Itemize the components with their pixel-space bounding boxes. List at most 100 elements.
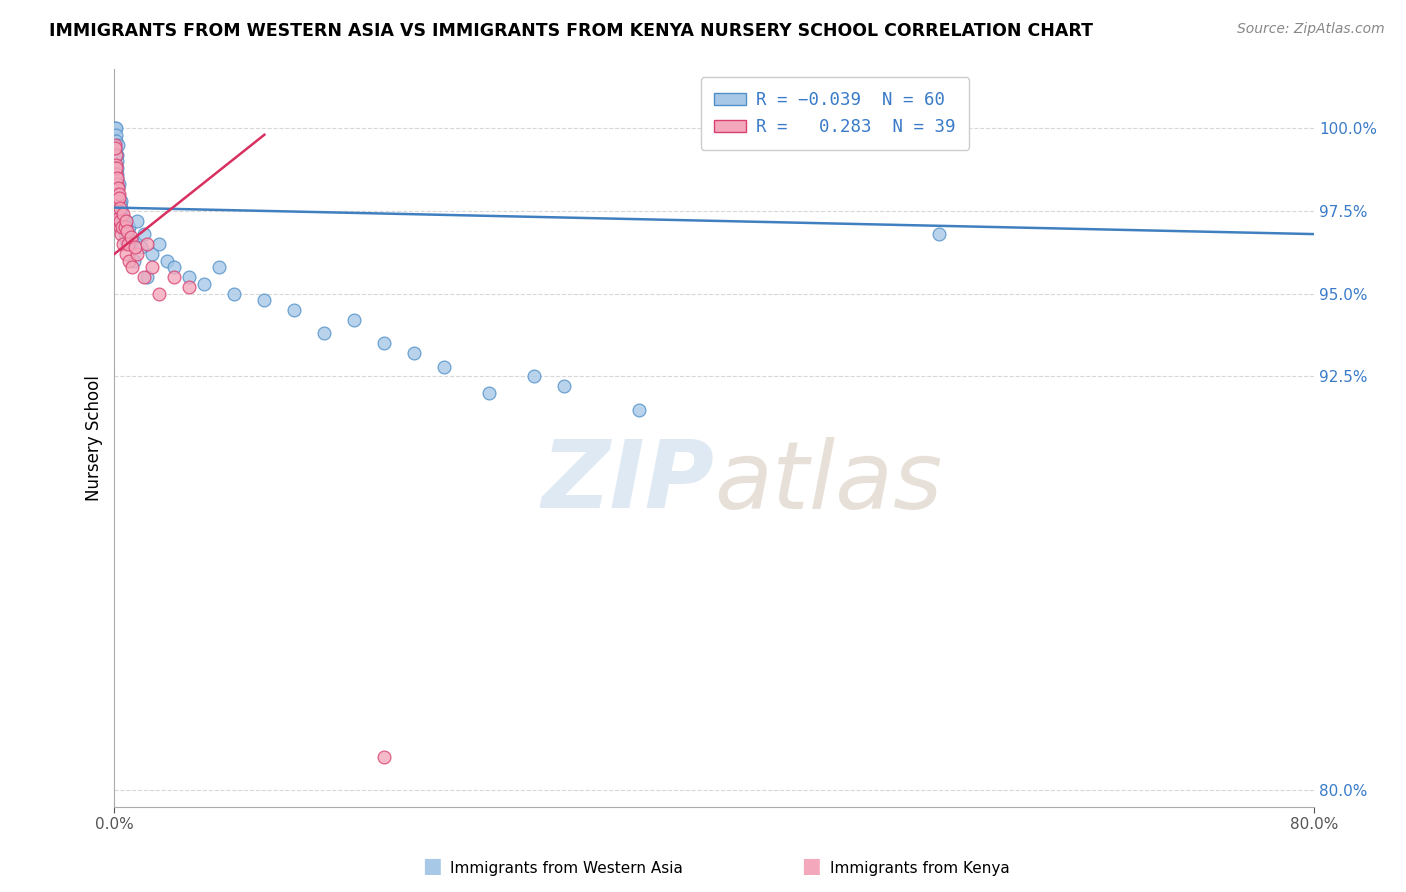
Text: Source: ZipAtlas.com: Source: ZipAtlas.com bbox=[1237, 22, 1385, 37]
Point bbox=[208, 260, 231, 275]
Point bbox=[108, 194, 131, 208]
Point bbox=[148, 237, 170, 252]
Point bbox=[110, 214, 132, 228]
Point bbox=[110, 194, 132, 208]
Point bbox=[105, 178, 128, 192]
Point bbox=[124, 240, 146, 254]
Point bbox=[134, 270, 156, 285]
Point bbox=[110, 227, 132, 241]
Point bbox=[111, 214, 134, 228]
Point bbox=[136, 237, 159, 252]
Point bbox=[134, 227, 156, 241]
Point bbox=[108, 211, 131, 225]
Point bbox=[111, 207, 134, 221]
Point bbox=[105, 161, 128, 175]
Point bbox=[125, 247, 148, 261]
Point bbox=[118, 253, 141, 268]
Point bbox=[107, 180, 129, 194]
Point bbox=[105, 161, 128, 175]
Point bbox=[110, 214, 132, 228]
Point bbox=[107, 137, 129, 152]
Point bbox=[115, 224, 138, 238]
Point bbox=[373, 750, 395, 764]
Point bbox=[114, 234, 136, 248]
Point bbox=[553, 379, 575, 393]
Point bbox=[107, 170, 129, 185]
Text: ■: ■ bbox=[801, 856, 821, 876]
Point bbox=[148, 286, 170, 301]
Point bbox=[104, 147, 127, 161]
Point bbox=[115, 214, 138, 228]
Point bbox=[107, 194, 129, 208]
Point bbox=[108, 207, 131, 221]
Point bbox=[108, 220, 131, 235]
Point bbox=[110, 217, 132, 231]
Point bbox=[131, 240, 153, 254]
Point bbox=[117, 237, 139, 252]
Point bbox=[179, 270, 201, 285]
Point bbox=[105, 168, 128, 182]
Point bbox=[105, 134, 128, 148]
Point bbox=[121, 234, 143, 248]
Point bbox=[253, 293, 276, 308]
Point bbox=[115, 247, 138, 261]
Point bbox=[107, 180, 129, 194]
Point bbox=[108, 197, 131, 211]
Point bbox=[121, 260, 143, 275]
Point bbox=[283, 303, 305, 318]
Point bbox=[141, 247, 163, 261]
Y-axis label: Nursery School: Nursery School bbox=[86, 375, 103, 500]
Point bbox=[108, 203, 131, 218]
Point bbox=[104, 137, 127, 152]
Point bbox=[156, 253, 179, 268]
Point bbox=[120, 230, 142, 244]
Text: ■: ■ bbox=[422, 856, 441, 876]
Point bbox=[928, 227, 950, 241]
Text: ZIP: ZIP bbox=[541, 436, 714, 528]
Point bbox=[114, 220, 136, 235]
Point bbox=[343, 313, 366, 327]
Point bbox=[117, 224, 139, 238]
Point bbox=[141, 260, 163, 275]
Point bbox=[112, 220, 135, 235]
Point bbox=[179, 280, 201, 294]
Legend: R = −0.039  N = 60, R =   0.283  N = 39: R = −0.039 N = 60, R = 0.283 N = 39 bbox=[700, 78, 970, 150]
Point bbox=[104, 128, 127, 142]
Point bbox=[404, 346, 426, 360]
Point bbox=[104, 141, 127, 155]
Point bbox=[114, 214, 136, 228]
Point bbox=[108, 191, 131, 205]
Point bbox=[105, 154, 128, 169]
Point bbox=[105, 170, 128, 185]
Point bbox=[111, 220, 134, 235]
Point bbox=[112, 237, 135, 252]
Point bbox=[224, 286, 246, 301]
Point bbox=[108, 178, 131, 192]
Point bbox=[114, 227, 136, 241]
Point bbox=[111, 220, 134, 235]
Point bbox=[118, 220, 141, 235]
Text: Immigrants from Western Asia: Immigrants from Western Asia bbox=[450, 861, 683, 876]
Point bbox=[104, 147, 127, 161]
Point bbox=[110, 201, 132, 215]
Point bbox=[628, 402, 651, 417]
Point bbox=[108, 201, 131, 215]
Point bbox=[163, 260, 186, 275]
Point bbox=[108, 201, 131, 215]
Point bbox=[104, 157, 127, 171]
Point bbox=[105, 147, 128, 161]
Point bbox=[125, 214, 148, 228]
Point bbox=[107, 187, 129, 202]
Text: IMMIGRANTS FROM WESTERN ASIA VS IMMIGRANTS FROM KENYA NURSERY SCHOOL CORRELATION: IMMIGRANTS FROM WESTERN ASIA VS IMMIGRAN… bbox=[49, 22, 1094, 40]
Point bbox=[104, 141, 127, 155]
Point bbox=[314, 326, 336, 341]
Point bbox=[433, 359, 456, 374]
Point bbox=[112, 211, 135, 225]
Text: Immigrants from Kenya: Immigrants from Kenya bbox=[830, 861, 1010, 876]
Point bbox=[105, 187, 128, 202]
Point bbox=[373, 336, 395, 351]
Point bbox=[107, 191, 129, 205]
Point bbox=[107, 187, 129, 202]
Point bbox=[193, 277, 215, 291]
Text: atlas: atlas bbox=[714, 436, 942, 527]
